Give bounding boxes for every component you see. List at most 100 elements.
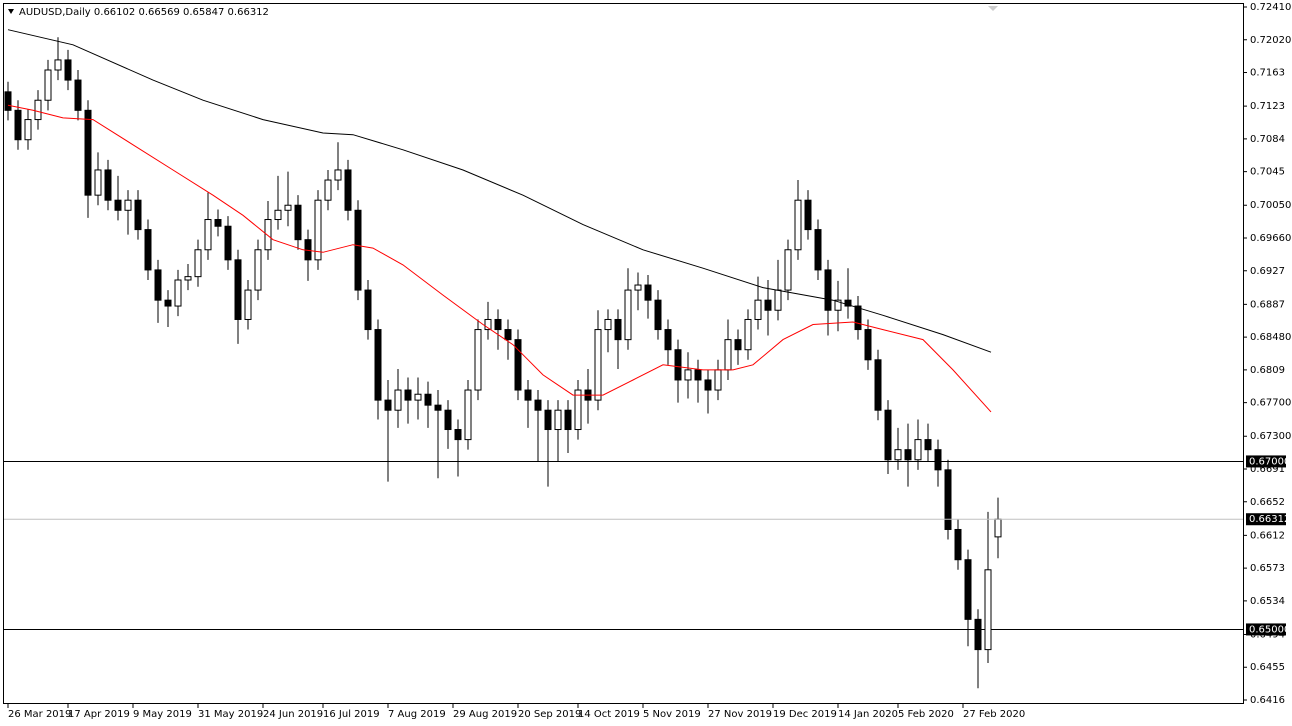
moving-average [7, 104, 992, 413]
candle-body [424, 393, 432, 406]
candle-body [454, 429, 462, 441]
y-tick-label: 0.72410 [1250, 2, 1291, 13]
candle-body [394, 389, 402, 411]
candle-body [834, 299, 842, 311]
y-tick-label: 0.7045 [1250, 167, 1285, 178]
candle-body [574, 389, 582, 431]
candle-body [724, 339, 732, 371]
candle-body [174, 279, 182, 307]
candle-body [4, 91, 12, 111]
candle-body [194, 249, 202, 278]
candle-body [594, 329, 602, 401]
y-tick-label: 0.7163 [1250, 68, 1285, 79]
candle-body [654, 299, 662, 331]
x-tick-label: 17 Apr 2019 [68, 709, 130, 720]
x-tick-label: 29 Aug 2019 [453, 709, 517, 720]
candle-body [614, 318, 622, 341]
candle-body [904, 449, 912, 461]
candle-body [264, 219, 272, 251]
candle-body [204, 219, 212, 251]
y-tick-label: 0.68480 [1250, 332, 1291, 343]
x-tick-label: 14 Oct 2019 [578, 709, 640, 720]
menu-arrow[interactable] [8, 9, 14, 14]
y-tick-label: 0.6927 [1250, 266, 1285, 277]
candle-body [384, 399, 392, 411]
candle-body [104, 169, 112, 201]
candle-body [34, 99, 42, 121]
y-tick-label: 0.6455 [1250, 662, 1285, 673]
x-tick-label: 24 Jun 2019 [263, 709, 323, 720]
candle-body [894, 449, 902, 461]
candle-body [484, 318, 492, 331]
candle-body [494, 318, 502, 331]
candle-body [54, 59, 62, 71]
x-tick-label: 20 Sep 2019 [518, 709, 581, 720]
candle-body [754, 299, 762, 320]
candle-body [884, 409, 892, 461]
candle-body [604, 318, 612, 331]
candle-body [94, 169, 102, 196]
candle-body [404, 389, 412, 401]
x-tick-label: 9 May 2019 [133, 709, 192, 720]
candle-body [374, 329, 382, 401]
candle-body [514, 339, 522, 391]
candle-body [74, 79, 82, 111]
x-tick-label: 14 Jan 2020 [838, 709, 898, 720]
candle-body [794, 199, 802, 251]
y-tick-label: 0.6534 [1250, 596, 1285, 607]
level-label: 0.65000 [1249, 624, 1290, 635]
candle-body [634, 284, 642, 291]
candle-body [744, 318, 752, 351]
candle-body [24, 119, 32, 141]
candle-body [734, 339, 742, 351]
candle-body [444, 409, 452, 431]
candle-body [684, 369, 692, 381]
symbol: AUDUSD,Daily [19, 7, 91, 18]
candle-body [234, 259, 242, 320]
y-tick-label: 0.6416 [1250, 695, 1285, 706]
candle-body [524, 389, 532, 401]
header-close: 0.66312 [228, 7, 269, 18]
candle-body [554, 409, 562, 431]
candle-body [664, 329, 672, 351]
candle-body [714, 369, 722, 391]
candle-body [364, 289, 372, 331]
x-tick-label: 27 Feb 2020 [963, 709, 1025, 720]
y-tick-label: 0.72020 [1250, 35, 1291, 46]
candle-body [564, 409, 572, 431]
candle-body [314, 199, 322, 261]
candle-body [274, 209, 282, 221]
candle-body [704, 379, 712, 391]
candle-body [344, 169, 352, 211]
candle-body [164, 299, 172, 307]
candle-body [694, 369, 702, 381]
y-tick-label: 0.6887 [1250, 299, 1285, 310]
candle-body [134, 199, 142, 231]
candle-body [334, 169, 342, 181]
candle-body [14, 109, 22, 141]
candle-body [764, 299, 772, 311]
y-tick-label: 0.69660 [1250, 233, 1291, 244]
candle-body [414, 393, 422, 401]
candle-body [624, 289, 632, 341]
candle-body [44, 69, 52, 101]
candle-body [324, 179, 332, 201]
candle-body [154, 269, 162, 301]
candle-body [854, 305, 862, 331]
level-label-box [1246, 623, 1286, 636]
candle-body [294, 204, 302, 241]
x-tick-label: 31 May 2019 [198, 709, 263, 720]
header-open: 0.66102 [94, 7, 135, 18]
candle-body [994, 518, 1002, 538]
header-low: 0.65847 [183, 7, 224, 18]
candle-body [984, 569, 992, 651]
candle-body [814, 229, 822, 271]
level-label: 0.67000 [1249, 456, 1290, 467]
y-tick-label: 0.6612 [1250, 530, 1285, 541]
candle-body [224, 225, 232, 261]
candle-body [284, 204, 292, 211]
candle-body [804, 199, 812, 231]
price-label-box [1246, 513, 1286, 526]
y-tick-label: 0.6691 [1250, 464, 1285, 475]
